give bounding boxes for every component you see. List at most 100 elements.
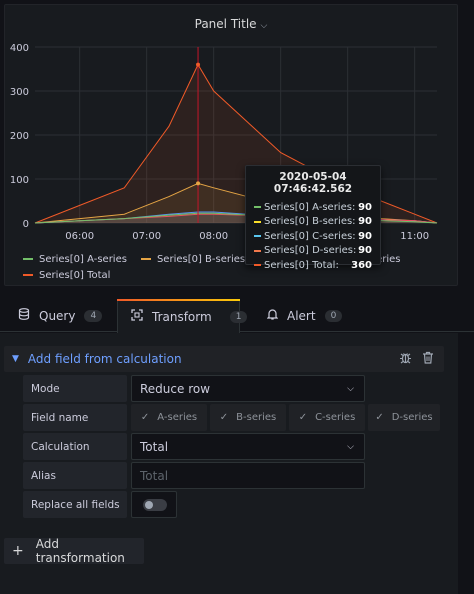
chevron-down-icon: ⌵: [347, 383, 354, 394]
mode-select-value: Reduce row: [140, 381, 211, 396]
add-transformation-button[interactable]: + Add transformation: [4, 537, 144, 565]
legend-swatch: [23, 258, 33, 260]
series-line: [34, 212, 438, 224]
replace-all-label: Replace all fields: [23, 491, 127, 518]
tooltip-swatch: [254, 206, 261, 209]
trash-icon[interactable]: [422, 351, 434, 368]
mode-label: Mode: [23, 375, 127, 402]
legend-label: Series[0] Total: [39, 269, 111, 281]
legend-item[interactable]: Series[0] Total: [23, 270, 110, 281]
calculation-row: Calculation Total ⌵: [23, 433, 365, 460]
tooltip-row: Series[0] C-series: 90: [254, 229, 372, 244]
plus-icon: +: [12, 543, 24, 559]
mode-row: Mode Reduce row ⌵: [23, 375, 365, 402]
bell-icon: [266, 308, 279, 323]
tooltip-row: Series[0] B-series: 90: [254, 215, 372, 230]
field-chip-d-series[interactable]: ✓ D-series: [368, 404, 440, 431]
alias-input[interactable]: Total: [131, 462, 365, 489]
tooltip-swatch: [254, 235, 261, 238]
calculation-select-value: Total: [140, 439, 169, 454]
database-icon: [18, 308, 30, 323]
field-chip-a-series[interactable]: ✓ A-series: [131, 404, 207, 431]
tab-transform-count: 1: [229, 310, 248, 323]
x-tick-label: 06:00: [65, 231, 94, 242]
transformation-header[interactable]: ▼ Add field from calculation: [4, 346, 444, 372]
y-tick-label: 200: [10, 131, 29, 142]
field-chip-c-series[interactable]: ✓ C-series: [289, 404, 365, 431]
replace-all-toggle[interactable]: [131, 491, 177, 518]
field-name-row: Field name ✓ A-series ✓ B-series ✓ C-series…: [23, 404, 440, 431]
field-chip-label: A-series: [157, 412, 198, 423]
tooltip-series-value: 360: [351, 259, 372, 271]
tab-transform-label: Transform: [152, 309, 212, 324]
collapse-chevron-icon[interactable]: ▼: [12, 354, 19, 364]
check-icon: ✓: [375, 412, 384, 423]
hover-point: [196, 181, 201, 186]
tab-query-count: 4: [84, 309, 103, 322]
legend-label: Series[0] A-series: [39, 253, 127, 265]
y-tick-label: 300: [10, 87, 29, 98]
tooltip-swatch: [254, 249, 261, 252]
x-tick-label: 07:00: [132, 231, 161, 242]
debug-icon[interactable]: [399, 351, 412, 368]
scrollbar[interactable]: [458, 333, 474, 594]
transform-icon: [131, 309, 143, 324]
series-line: [34, 63, 438, 224]
toggle-knob: [145, 501, 153, 509]
tooltip-row: Series[0] D-series: 90: [254, 244, 372, 259]
tab-transform[interactable]: Transform 1: [117, 299, 248, 333]
alias-placeholder: Total: [140, 468, 169, 483]
transformations-panel: ▼ Add field from calculation Mode Reduce…: [0, 333, 458, 594]
legend-row: Series[0] Total: [23, 267, 453, 283]
legend-item[interactable]: Series[0] B-series: [140, 253, 246, 265]
legend-swatch: [140, 258, 151, 260]
panel-title-text: Panel Title: [194, 17, 257, 31]
check-icon: ✓: [219, 412, 229, 423]
y-tick-label: 400: [10, 43, 29, 54]
graph-tooltip: 2020-05-04 07:46:42.562 Series[0] A-seri…: [245, 165, 381, 271]
panel-title[interactable]: Panel Title ⌵: [5, 17, 457, 31]
toggle-track: [143, 499, 167, 511]
tooltip-series-name: Series[0] D-series:: [264, 245, 357, 257]
hover-point: [196, 62, 201, 67]
tooltip-swatch: [254, 220, 261, 223]
check-icon: ✓: [140, 412, 150, 423]
check-icon: ✓: [298, 412, 308, 423]
tooltip-series-name: Series[0] Total:: [264, 259, 339, 271]
mode-select[interactable]: Reduce row ⌵: [131, 375, 365, 402]
field-chip-b-series[interactable]: ✓ B-series: [210, 404, 286, 431]
y-tick-label: 0: [23, 219, 29, 230]
calculation-select[interactable]: Total ⌵: [131, 433, 365, 460]
series-area: [35, 183, 437, 223]
y-tick-label: 100: [10, 175, 29, 186]
chart-canvas: 010020030040006:0007:0008:0009:0010:0011…: [10, 43, 438, 242]
series-line: [34, 182, 438, 224]
tooltip-swatch: [254, 264, 261, 267]
calculation-label: Calculation: [23, 433, 127, 460]
field-chip-label: B-series: [236, 412, 277, 423]
tab-alert-label: Alert: [287, 308, 316, 323]
legend-swatch: [23, 274, 33, 276]
tab-query[interactable]: Query 4: [18, 299, 103, 332]
tab-alert[interactable]: Alert 0: [266, 299, 343, 332]
field-name-label: Field name: [23, 404, 127, 431]
replace-all-row: Replace all fields: [23, 491, 177, 518]
tooltip-series-value: 90: [358, 216, 372, 228]
tooltip-series-value: 90: [358, 245, 372, 257]
tab-alert-count: 0: [324, 309, 343, 322]
alias-row: Alias Total: [23, 462, 365, 489]
tab-query-label: Query: [39, 308, 76, 323]
transformation-title: Add field from calculation: [27, 352, 182, 366]
tooltip-series-value: 90: [358, 201, 372, 213]
tooltip-time: 2020-05-04 07:46:42.562: [273, 171, 353, 195]
add-transformation-label: Add transformation: [35, 537, 125, 565]
legend-item[interactable]: Series[0] A-series: [23, 254, 127, 265]
field-chip-label: D-series: [391, 412, 433, 423]
tooltip-row: Series[0] A-series: 90: [254, 200, 372, 215]
tooltip-series-name: Series[0] C-series:: [264, 230, 356, 242]
field-chip-label: C-series: [315, 412, 356, 423]
tooltip-series-name: Series[0] A-series:: [264, 201, 356, 213]
legend-label: Series[0] B-series: [156, 253, 246, 265]
tooltip-row: Series[0] Total: 360: [254, 258, 372, 273]
